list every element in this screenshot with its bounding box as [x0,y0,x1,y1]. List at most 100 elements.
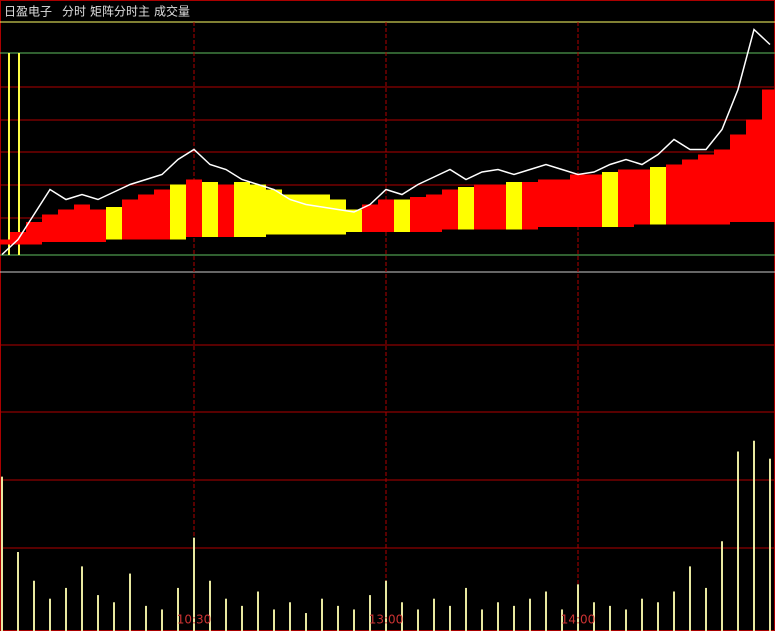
ribbon-bar [26,222,42,245]
ribbon-bar [138,194,154,240]
ribbon-bar [58,209,74,242]
volume-bar [609,605,611,631]
volume-bar [705,587,707,631]
ribbon-bar [0,239,10,245]
ribbon-bar [730,134,746,222]
volume-bar [593,602,595,631]
ribbon-bar [170,184,186,240]
volume-bar [449,605,451,631]
ribbon-bar [394,199,410,232]
volume-bar [241,605,243,631]
volume-bar [225,598,227,631]
volume-bar [113,602,115,631]
volume-bar [401,602,403,631]
volume-bar [481,609,483,631]
x-tick-label: 10:30 [177,613,212,627]
ribbon-bar [90,209,106,242]
volume-bar [513,605,515,631]
ribbon-bar [218,184,234,237]
ribbon-bar [234,182,250,237]
volume-bar [721,541,723,631]
stock-name: 日盈电子 [4,5,52,19]
ribbon-bar [586,174,602,227]
volume-bar [33,580,35,631]
ribbon-bar [522,182,538,230]
ribbon-bar [650,167,666,225]
volume-bar [321,598,323,631]
volume-bar [625,609,627,631]
volume-bar [49,598,51,631]
ribbon-bar [410,197,426,232]
volume-bar [305,613,307,631]
ribbon-bar [202,182,218,237]
volume-bar [209,580,211,631]
ribbon-bar [154,189,170,240]
ribbon-bar [538,179,554,227]
ribbon-bar [474,184,490,230]
volume-bar [641,598,643,631]
ribbon-bar [346,209,362,232]
volume-bar [529,598,531,631]
volume-bar [385,580,387,631]
volume-bar [433,598,435,631]
volume-bar [273,609,275,631]
ribbon-bar [746,119,762,222]
v-grid [193,22,579,618]
volume-bar [673,591,675,631]
ribbon-bar [298,194,314,235]
volume-bar [97,595,99,631]
volume-bar [497,602,499,631]
ribbon-bar [554,179,570,227]
volume-bar [257,591,259,631]
ribbon-bar [506,182,522,230]
volume-bar [289,602,291,631]
volume-bar [737,451,739,631]
volume-bar [689,566,691,631]
ribbon-bar [634,169,650,225]
ribbon-bar [378,199,394,232]
ribbon-bar [490,184,506,230]
ribbon-bar [682,159,698,225]
x-tick-label: 13:00 [369,613,404,627]
ribbon-bar [666,164,682,225]
ribbon-bar [714,149,730,225]
mode-label: 分时 [62,5,86,19]
ribbon-bar [762,89,775,222]
volume-bar [353,609,355,631]
ribbon-bar [426,194,442,232]
volume-bar [417,609,419,631]
volume-bar [193,537,195,631]
volume-bar [161,609,163,631]
volume-bar [145,605,147,631]
ribbon-bar [314,194,330,235]
ribbon-bar [362,204,378,232]
ribbon-bar [122,199,138,240]
plot [0,28,775,631]
ribbon-bar [266,189,282,235]
volume-bar [577,584,579,631]
ribbon-bar [186,179,202,237]
ribbon-bar [618,169,634,227]
ribbon-bar [330,199,346,235]
ribbon-bar [42,214,58,242]
volume-bar [17,552,19,631]
x-tick-label: 14:00 [561,613,596,627]
ribbon-bar [442,189,458,230]
price-line [1,28,771,256]
volume-bar [657,602,659,631]
ribbon-bar [106,207,122,240]
ribbon-bar [282,194,298,235]
volume-bar [65,587,67,631]
volume-bar [753,440,755,631]
ribbon-bar [570,174,586,227]
volume-bar [465,587,467,631]
volume-bar [81,566,83,631]
volume-bar [369,595,371,631]
volume-bar [769,458,771,631]
volume-bar [129,573,131,631]
ribbon-bar [602,172,618,227]
volume-bar [545,591,547,631]
ribbon-bar [250,184,266,237]
